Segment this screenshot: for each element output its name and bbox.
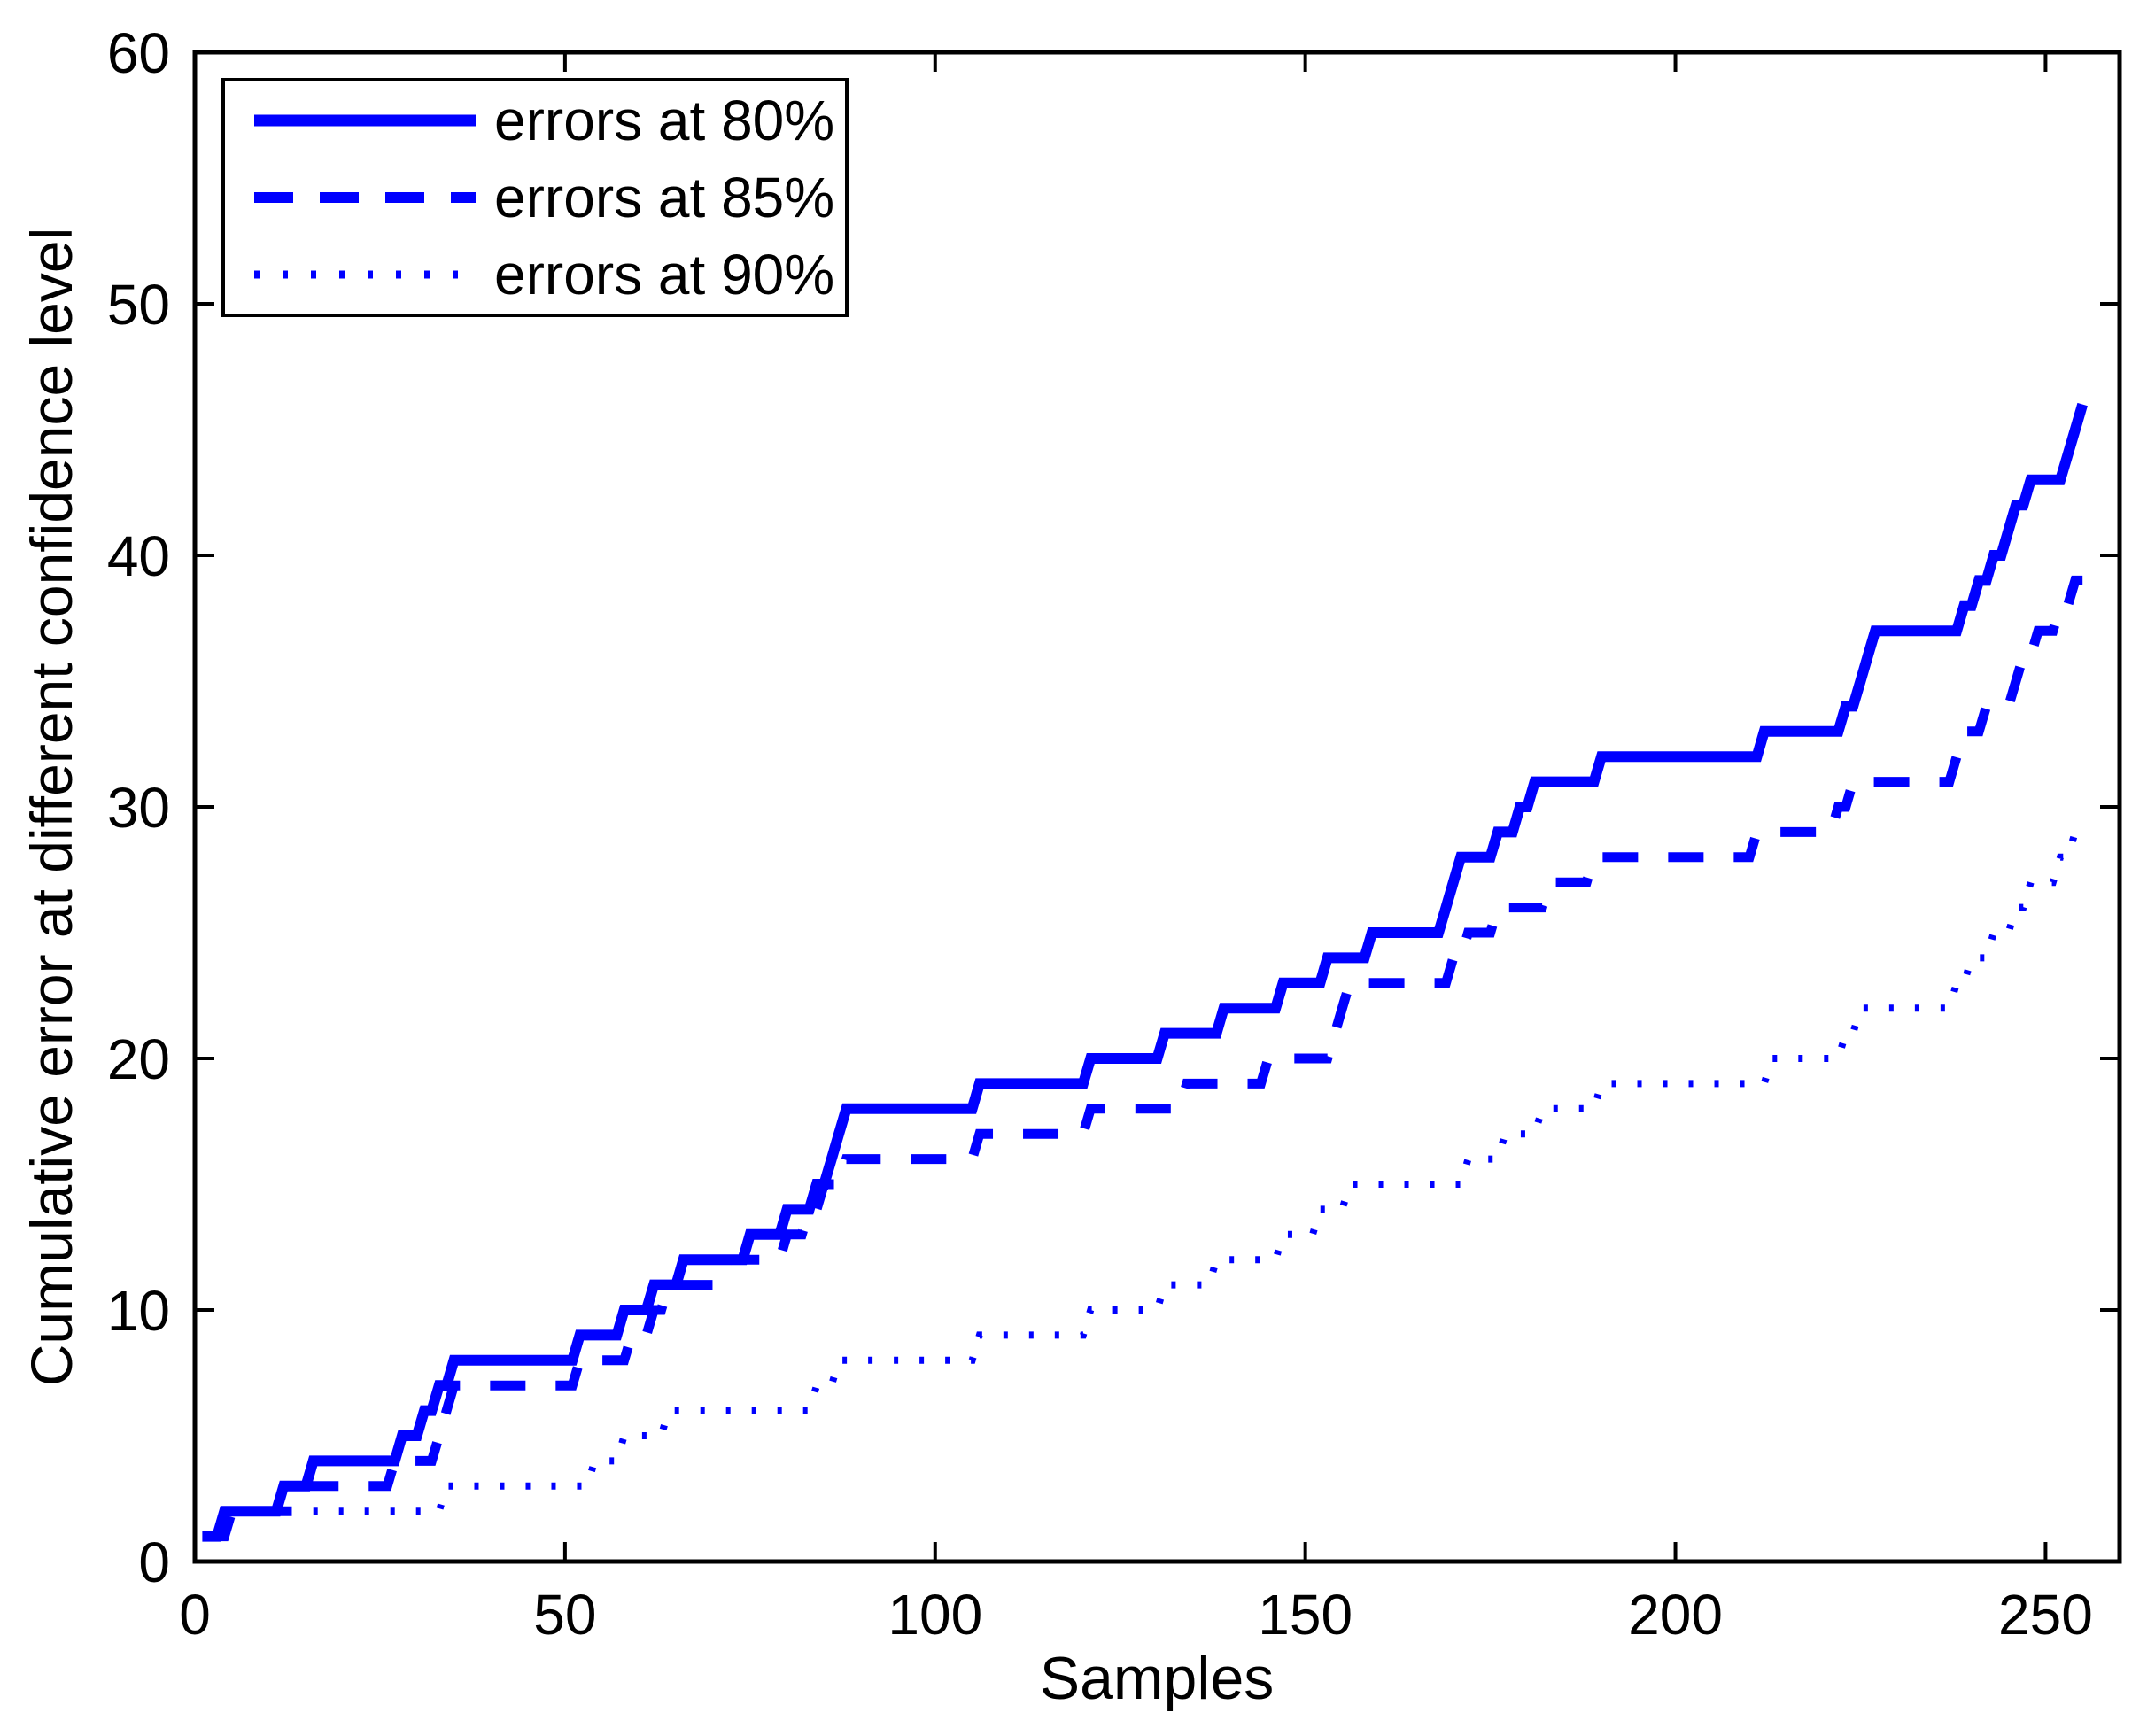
solid-line-icon: [254, 114, 476, 127]
y-tick-label: 0: [138, 1531, 170, 1594]
x-tick-label: 250: [1998, 1583, 2093, 1647]
y-tick-label: 60: [107, 21, 170, 85]
x-axis-label: Samples: [1039, 1645, 1275, 1712]
legend-label: errors at 80%: [494, 88, 835, 152]
dashed-line-icon: [254, 191, 476, 203]
x-tick-label: 200: [1628, 1583, 1723, 1647]
x-tick-label: 50: [533, 1583, 596, 1647]
y-axis-ticks: 0 10 20 30 40 50 60: [107, 21, 2120, 1594]
y-tick-label: 30: [107, 776, 170, 840]
y-tick-label: 10: [107, 1279, 170, 1343]
dotted-line-icon: [254, 270, 476, 279]
x-tick-label: 150: [1258, 1583, 1353, 1647]
y-tick-label: 40: [107, 524, 170, 588]
legend-item-errors-90: errors at 90%: [225, 242, 845, 307]
series-solid-line: [202, 402, 2088, 1542]
x-tick-label: 0: [179, 1583, 211, 1647]
legend-item-errors-85: errors at 85%: [225, 165, 845, 230]
y-tick-label: 50: [107, 273, 170, 337]
series-lines: [202, 402, 2088, 1542]
y-tick-label: 20: [107, 1027, 170, 1091]
series-dotted-line: [313, 828, 2083, 1515]
legend-box: errors at 80% errors at 85% errors at 90…: [221, 78, 849, 317]
legend-label: errors at 90%: [494, 243, 835, 307]
x-tick-label: 100: [888, 1583, 982, 1647]
y-axis-label: Cumulative error at different confidence…: [19, 227, 84, 1387]
series-dashed-line: [209, 575, 2083, 1542]
legend-item-errors-80: errors at 80%: [225, 88, 845, 153]
x-axis-ticks: 0 50 100 150 200 250: [179, 52, 2093, 1647]
legend-label: errors at 85%: [494, 165, 835, 229]
